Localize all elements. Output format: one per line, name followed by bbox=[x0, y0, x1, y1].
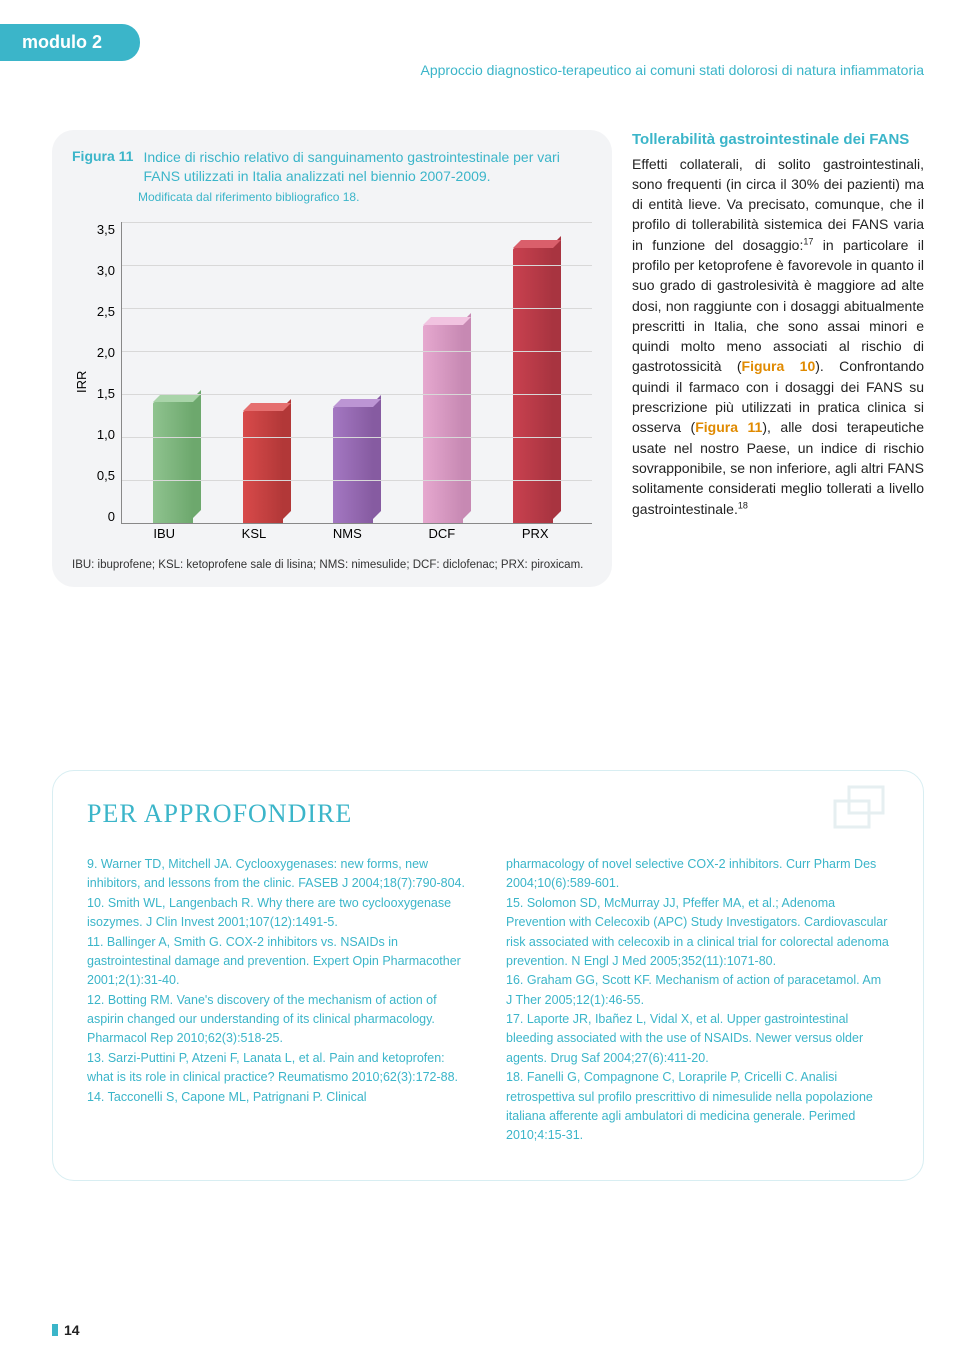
side-text-block: Tollerabilità gastrointestinale dei FANS… bbox=[632, 130, 924, 587]
figure-ref-10: Figura 10 bbox=[742, 358, 816, 374]
references-heading: PER APPROFONDIRE bbox=[87, 799, 889, 829]
figure-source: Modificata dal riferimento bibliografico… bbox=[138, 190, 592, 204]
bar-nms bbox=[333, 222, 381, 523]
main-content-row: Figura 11 Indice di rischio relativo di … bbox=[52, 130, 924, 587]
figure-ref-11: Figura 11 bbox=[695, 419, 762, 435]
x-label: DCF bbox=[428, 526, 455, 541]
side-text-body: Effetti collaterali, di solito gastroint… bbox=[632, 154, 924, 519]
bar-ibu bbox=[153, 222, 201, 523]
side-text-title: Tollerabilità gastrointestinale dei FANS bbox=[632, 130, 924, 150]
module-tab: modulo 2 bbox=[0, 24, 140, 61]
y-axis-label: IRR bbox=[72, 222, 91, 542]
x-label: NMS bbox=[333, 526, 362, 541]
overlap-squares-icon bbox=[831, 785, 887, 829]
bar-chart: IRR 3,53,02,52,01,51,00,50 bbox=[72, 222, 592, 542]
references-box: PER APPROFONDIRE 9. Warner TD, Mitchell … bbox=[52, 770, 924, 1181]
x-label: PRX bbox=[522, 526, 549, 541]
figure-11-box: Figura 11 Indice di rischio relativo di … bbox=[52, 130, 612, 587]
bar-ksl bbox=[243, 222, 291, 523]
x-label: KSL bbox=[242, 526, 267, 541]
references-col-1: 9. Warner TD, Mitchell JA. Cyclooxygenas… bbox=[87, 855, 470, 1146]
chart-caption: IBU: ibuprofene; KSL: ketoprofene sale d… bbox=[72, 557, 592, 573]
figure-number: Figura 11 bbox=[72, 148, 133, 186]
x-label: IBU bbox=[153, 526, 175, 541]
references-col-2: pharmacology of novel selective COX-2 in… bbox=[506, 855, 889, 1146]
figure-title: Indice di rischio relativo di sanguiname… bbox=[143, 148, 592, 186]
header-subtitle: Approccio diagnostico-terapeutico ai com… bbox=[421, 62, 924, 78]
bar-prx bbox=[513, 222, 561, 523]
page-number: 14 bbox=[52, 1322, 80, 1338]
bar-dcf bbox=[423, 222, 471, 523]
x-axis-labels: IBU KSL NMS DCF PRX bbox=[110, 526, 592, 541]
y-axis-ticks: 3,53,02,52,01,51,00,50 bbox=[91, 222, 121, 542]
chart-plot-area bbox=[121, 222, 592, 524]
chart-bars bbox=[122, 222, 592, 523]
